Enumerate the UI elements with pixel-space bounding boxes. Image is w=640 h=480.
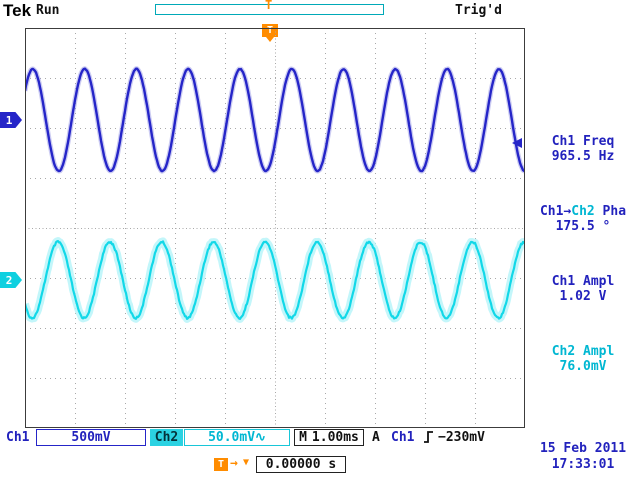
trigger-level-marker-icon (512, 138, 522, 148)
ch2-trace (25, 240, 525, 320)
trigger-type-label: A (372, 430, 380, 445)
arrow-right-icon: → (230, 456, 238, 471)
record-trigger-marker-icon: T (265, 0, 273, 12)
pointer-down-icon: ▼ (243, 457, 250, 468)
ch1-ground-marker: 1 (0, 112, 22, 128)
tek-logo: Tek (3, 1, 32, 20)
trigger-status: Trig'd (455, 3, 502, 18)
arrow-right-icon: → (563, 204, 572, 219)
graticule-border (25, 28, 525, 428)
measurement-ch2-ampl: Ch2 Ampl 76.0mV (527, 344, 639, 374)
trigger-level-readout: −230mV (438, 430, 485, 445)
measurement-label: Ch1→Ch2 Pha (539, 204, 627, 219)
measurement-label: Ch1 Freq (551, 134, 615, 149)
ch2-scale-readout: 50.0mV∿ (184, 429, 290, 446)
timebase-readout: M 1.00ms (294, 429, 364, 446)
measurement-ch1-ampl: Ch1 Ampl 1.02 V (527, 274, 639, 304)
time-readout: 17:33:01 (551, 457, 615, 472)
record-view-bar (155, 4, 384, 15)
trigger-time-marker: T (214, 458, 228, 471)
date-readout: 15 Feb 2011 (539, 441, 627, 456)
trigger-position-readout: 0.00000 s (256, 456, 346, 473)
measurement-label: Ch2 Ampl (551, 344, 615, 359)
measurement-value: 175.5 ° (555, 219, 611, 234)
measurement-label: Ch1 Ampl (551, 274, 615, 289)
trigger-position-pointer-icon (266, 37, 274, 42)
ch2-ground-marker: 2 (0, 272, 22, 288)
measurement-value: 1.02 V (559, 289, 607, 304)
trigger-position-marker: T (262, 24, 278, 37)
ch1-trace (25, 67, 525, 173)
ch2-label-tag: Ch2 (150, 429, 183, 446)
ch2-trace-halo (25, 237, 525, 323)
measurement-value: 76.0mV (559, 359, 607, 374)
ch1-label: Ch1 (6, 430, 30, 445)
acquisition-status: Run (36, 3, 60, 18)
measurement-value: 965.5 Hz (551, 149, 615, 164)
ch1-scale-readout: 500mV (36, 429, 146, 446)
measurement-ch1-ch2-phase: Ch1→Ch2 Pha 175.5 ° (527, 204, 639, 234)
graticule (25, 28, 525, 428)
datetime-readout: 15 Feb 2011 17:33:01 (527, 441, 639, 473)
trigger-source: Ch1 (391, 430, 415, 445)
rising-edge-slope-icon (424, 431, 433, 443)
measurement-ch1-freq: Ch1 Freq 965.5 Hz (527, 134, 639, 164)
